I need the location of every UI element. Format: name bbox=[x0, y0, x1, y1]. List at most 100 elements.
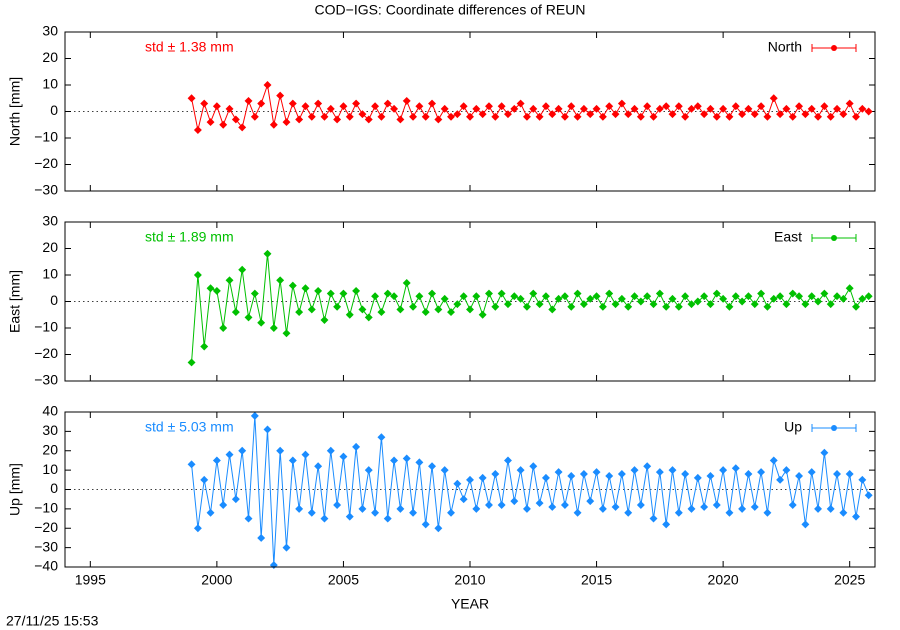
y-tick-label: −30 bbox=[34, 372, 58, 388]
data-point bbox=[396, 504, 405, 513]
data-point bbox=[643, 292, 652, 301]
data-point bbox=[352, 442, 361, 451]
data-point bbox=[434, 524, 443, 533]
x-tick-label: 2010 bbox=[454, 572, 485, 588]
data-point bbox=[307, 508, 316, 517]
data-point bbox=[225, 104, 234, 113]
y-tick-label: −30 bbox=[34, 182, 58, 198]
data-point bbox=[617, 294, 626, 303]
data-point bbox=[371, 292, 380, 301]
data-point bbox=[187, 358, 196, 367]
data-point bbox=[497, 501, 506, 509]
y-axis-label: Up [mm] bbox=[7, 463, 23, 516]
data-point bbox=[504, 456, 512, 465]
data-point bbox=[453, 479, 462, 488]
plot-frame bbox=[64, 411, 876, 568]
data-point bbox=[415, 292, 424, 301]
data-point bbox=[276, 276, 285, 285]
data-point bbox=[402, 278, 411, 287]
data-point bbox=[396, 305, 405, 314]
data-point bbox=[491, 302, 500, 311]
data-point bbox=[314, 286, 323, 295]
data-point bbox=[377, 308, 386, 317]
data-point bbox=[238, 265, 247, 274]
data-point bbox=[288, 281, 297, 290]
data-point bbox=[295, 504, 304, 513]
data-point bbox=[421, 520, 430, 529]
data-point bbox=[744, 292, 753, 301]
data-point bbox=[206, 284, 215, 293]
data-point bbox=[282, 329, 291, 338]
data-point bbox=[864, 292, 873, 301]
data-point bbox=[421, 308, 430, 317]
data-point bbox=[491, 470, 500, 478]
y-tick-label: −20 bbox=[34, 155, 58, 171]
data-point bbox=[333, 302, 342, 311]
data-point bbox=[560, 292, 569, 301]
data-point bbox=[314, 462, 323, 471]
y-tick-label: 10 bbox=[42, 461, 58, 477]
x-tick-label: 2005 bbox=[328, 572, 359, 588]
data-point bbox=[478, 473, 487, 482]
y-tick-label: 20 bbox=[42, 239, 58, 255]
x-tick-label: 2015 bbox=[581, 572, 612, 588]
data-point bbox=[428, 462, 436, 471]
data-point bbox=[630, 292, 639, 301]
data-point bbox=[200, 342, 209, 351]
plot-frame bbox=[64, 221, 876, 382]
data-point bbox=[295, 308, 304, 317]
y-tick-label: 10 bbox=[42, 76, 58, 92]
data-point bbox=[453, 300, 462, 309]
series-line bbox=[191, 415, 870, 566]
data-point bbox=[225, 450, 234, 459]
data-point bbox=[440, 466, 449, 475]
y-tick-label: −10 bbox=[34, 319, 58, 335]
data-point bbox=[466, 475, 474, 484]
x-axis-label: YEAR bbox=[451, 596, 489, 612]
y-tick-label: 30 bbox=[42, 213, 58, 229]
data-point bbox=[478, 310, 487, 319]
data-point bbox=[472, 292, 481, 301]
data-point bbox=[466, 305, 474, 314]
data-point bbox=[839, 294, 848, 303]
data-point bbox=[485, 289, 493, 298]
data-point bbox=[301, 450, 310, 459]
data-point bbox=[333, 501, 342, 509]
data-point bbox=[504, 300, 512, 309]
data-point bbox=[219, 324, 228, 332]
data-point bbox=[447, 308, 455, 317]
data-point bbox=[681, 292, 690, 301]
data-point bbox=[257, 318, 266, 327]
data-point bbox=[485, 501, 493, 509]
data-point bbox=[383, 514, 392, 523]
legend-label: Up bbox=[784, 419, 802, 435]
data-point bbox=[212, 286, 221, 295]
data-point bbox=[200, 475, 209, 484]
data-point bbox=[586, 294, 595, 303]
data-point bbox=[592, 292, 601, 301]
x-tick-label: 2020 bbox=[708, 572, 739, 588]
data-point bbox=[769, 294, 778, 303]
data-point bbox=[225, 276, 234, 285]
data-point bbox=[320, 316, 329, 325]
data-point bbox=[447, 508, 455, 517]
annotation: std ± 1.89 mm bbox=[145, 229, 234, 245]
x-tick-label: 1995 bbox=[75, 572, 106, 588]
data-point bbox=[364, 466, 373, 475]
data-point bbox=[833, 292, 841, 301]
data-point bbox=[383, 289, 392, 298]
x-tick-label: 2000 bbox=[201, 572, 232, 588]
data-point bbox=[858, 294, 867, 303]
data-point bbox=[795, 292, 804, 301]
y-tick-label: −10 bbox=[34, 500, 58, 516]
data-point bbox=[516, 294, 525, 303]
data-point bbox=[390, 456, 399, 465]
y-tick-label: 30 bbox=[42, 23, 58, 39]
data-point bbox=[282, 543, 291, 552]
data-point bbox=[776, 292, 785, 301]
legend-marker bbox=[831, 235, 837, 241]
data-point bbox=[364, 313, 373, 322]
data-point bbox=[231, 115, 240, 124]
data-point bbox=[257, 533, 266, 542]
